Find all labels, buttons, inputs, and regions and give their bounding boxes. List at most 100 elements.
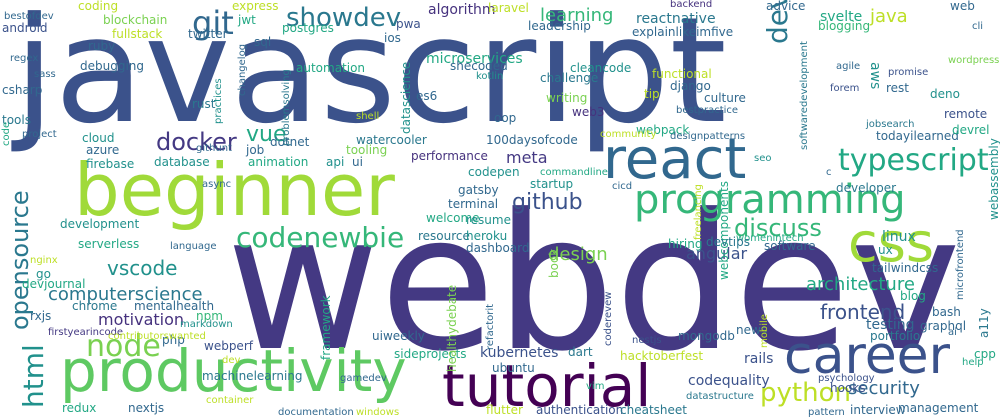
word: rest [886, 81, 910, 95]
word: agile [836, 61, 861, 72]
word: deno [930, 87, 960, 101]
word: programming [634, 177, 906, 223]
word: container [206, 395, 254, 406]
word: android [2, 21, 48, 35]
word: css [848, 211, 934, 274]
word: changelog [237, 43, 248, 96]
word: cli [972, 21, 984, 32]
word: svelte [820, 9, 863, 25]
word: webcomponents [717, 181, 731, 280]
word: resource [418, 229, 470, 243]
word: firstyearincode [48, 327, 124, 338]
word: project [22, 129, 57, 140]
word: book [547, 248, 561, 278]
word: designpatterns [670, 131, 746, 142]
word: githunt [196, 143, 232, 154]
word: career [784, 326, 951, 386]
word: redux [62, 401, 97, 415]
word: sql [254, 35, 272, 49]
word: beginner [74, 148, 395, 232]
word: discuss [734, 214, 822, 242]
word: go [36, 267, 51, 281]
word: 100daysofcode [486, 133, 578, 147]
word: rxjs [30, 309, 52, 323]
word: contributorswanted [108, 331, 206, 342]
word: cleancode [570, 61, 632, 75]
word: forem [830, 83, 860, 94]
word: testing [866, 317, 915, 333]
word: dashboard [466, 241, 530, 255]
word: welcome [426, 211, 480, 225]
word: aws [867, 62, 883, 90]
word: culture [704, 91, 746, 105]
word: github [512, 190, 583, 215]
word: tailwindcss [872, 261, 939, 275]
word: hooks [830, 381, 866, 395]
word: freelancing [693, 184, 704, 240]
word: vue [246, 122, 287, 147]
word: portfolio [870, 329, 921, 343]
word: authentication [536, 403, 624, 417]
word: jwt [238, 13, 256, 27]
word: interview [850, 403, 906, 417]
word: learning [540, 5, 614, 26]
word: wordpress [948, 55, 1000, 66]
word: kotlin [476, 71, 504, 82]
word: opensource [6, 190, 34, 330]
word: showdev [286, 3, 402, 33]
word: a11y [977, 308, 991, 338]
word: healthydebate [445, 284, 459, 372]
word: laravel [488, 1, 529, 15]
word: web3 [572, 105, 605, 119]
word: datastructure [686, 391, 754, 402]
word: datascience [399, 61, 413, 134]
word: watercooler [356, 133, 427, 147]
word: javascript [14, 0, 727, 156]
word: terminal [448, 197, 499, 211]
word: bestofdev [4, 11, 54, 22]
word: shecoded [450, 59, 508, 73]
word: job [246, 143, 265, 157]
word: uiweekly [372, 329, 425, 343]
word: design [548, 244, 608, 265]
word: oop [494, 111, 517, 125]
word: es6 [416, 89, 438, 103]
word: regex [10, 53, 39, 64]
word: reactnative [636, 11, 716, 27]
word: shell [356, 111, 380, 122]
word: database [154, 155, 210, 169]
word: codepen [468, 165, 520, 179]
word: nginx [30, 255, 58, 266]
word: chrome [72, 299, 118, 313]
word: angular [686, 244, 748, 263]
word: animation [248, 155, 309, 169]
word: leadership [528, 19, 591, 33]
word: frontend [820, 300, 906, 324]
word: sideprojects [394, 347, 467, 361]
word: webperf [204, 339, 253, 353]
word: node [86, 329, 161, 364]
word: computerscience [48, 284, 203, 305]
word: dotnet [270, 135, 310, 149]
word: tooling [346, 143, 388, 157]
word: blog [900, 289, 926, 303]
word: remote [944, 107, 988, 121]
word: psychology [818, 373, 875, 384]
word: algorithm [428, 2, 496, 18]
word: sass [34, 69, 56, 80]
word: async [202, 179, 232, 190]
word: postgres [282, 21, 334, 35]
word: bestpractice [676, 105, 739, 116]
word: news [736, 323, 768, 337]
word: fullstack [112, 27, 163, 41]
word: cloud [82, 131, 115, 145]
word: heroku [466, 229, 508, 243]
word: jobsearch [866, 119, 915, 130]
word: java [870, 6, 908, 27]
word: windows [356, 407, 400, 418]
word: ux [878, 243, 893, 257]
word: web [950, 0, 975, 13]
word: problemsolving [281, 69, 292, 146]
word: tutorial [442, 352, 652, 420]
word: kubernetes [480, 345, 559, 361]
